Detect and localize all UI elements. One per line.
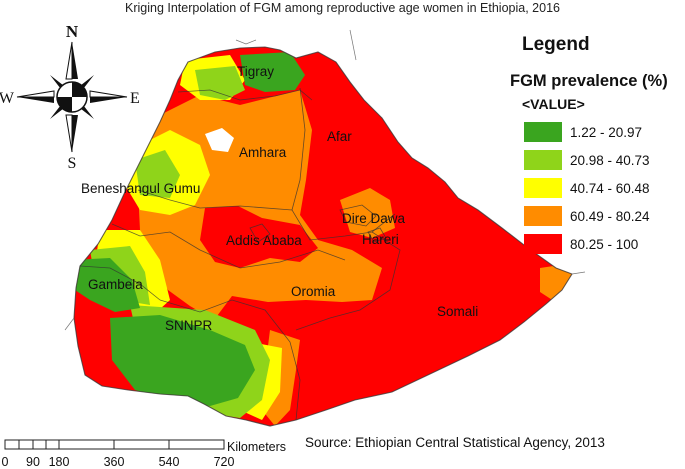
label-beneshangul: Beneshangul Gumu xyxy=(81,181,200,196)
boundary-beneshangul xyxy=(111,223,201,251)
boundary-amhara xyxy=(137,189,293,211)
legend-swatch xyxy=(524,206,562,226)
label-hareri: Hareri xyxy=(362,232,399,247)
class-surface-very-low xyxy=(110,315,255,406)
legend-swatch xyxy=(524,150,562,170)
compass-arrow-south xyxy=(65,114,73,153)
border-stub xyxy=(64,317,75,331)
country-outline xyxy=(73,46,573,427)
compass-label-south: S xyxy=(68,155,77,172)
legend-field: <VALUE> xyxy=(522,96,585,112)
legend-label: 20.98 - 40.73 xyxy=(570,152,650,168)
class-surface-low xyxy=(195,66,245,100)
label-somali: Somali xyxy=(437,304,478,319)
legend-label: 1.22 - 20.97 xyxy=(570,124,643,140)
legend-subheading: FGM prevalence (%) xyxy=(510,72,668,90)
boundary-afar xyxy=(291,87,396,241)
legend-swatch xyxy=(524,122,562,142)
class-surface-high xyxy=(340,188,395,238)
label-oromia: Oromia xyxy=(291,284,336,299)
label-tigray: Tigray xyxy=(237,64,274,79)
legend-item: 1.22 - 20.97 xyxy=(524,122,650,142)
compass-label-east: E xyxy=(130,90,140,107)
legend-item: 40.74 - 60.48 xyxy=(524,178,650,198)
scale-segment xyxy=(168,439,225,450)
scale-segment xyxy=(18,439,34,450)
legend-label: 80.25 - 100 xyxy=(570,236,639,252)
legend-label: 60.49 - 80.24 xyxy=(570,208,650,224)
label-dire-dawa: Dire Dawa xyxy=(342,211,406,226)
legend-swatch xyxy=(524,234,562,254)
compass-arrow-east xyxy=(89,90,128,98)
compass-arrow-north xyxy=(65,41,73,80)
label-snnpr: SNNPR xyxy=(165,318,213,333)
label-amhara: Amhara xyxy=(239,145,287,160)
boundary-gambela xyxy=(79,265,161,301)
border-stub xyxy=(349,29,357,61)
scale-tick-label: 360 xyxy=(103,455,125,469)
legend-label: 40.74 - 60.48 xyxy=(570,180,650,196)
scale-segment xyxy=(58,439,115,450)
legend-title: Legend xyxy=(522,34,590,55)
compass-hub xyxy=(57,97,72,112)
compass-rose-icon: N S E W xyxy=(0,22,140,172)
boundary-snnpr xyxy=(159,299,301,421)
class-surface-low xyxy=(135,150,180,198)
label-addis-ababa: Addis Ababa xyxy=(226,233,302,248)
scale-tick-label: 0 xyxy=(1,455,9,469)
lake-tana xyxy=(205,128,234,152)
boundary-addis xyxy=(249,223,271,243)
boundary-tigray xyxy=(177,89,313,101)
scale-tick-label: 540 xyxy=(158,455,180,469)
scale-tick-label: 720 xyxy=(213,455,235,469)
scale-bar xyxy=(4,439,225,450)
scale-tick-label: 90 xyxy=(26,455,40,469)
legend-item: 80.25 - 100 xyxy=(524,234,650,254)
source-note: Source: Ethiopian Central Statistical Ag… xyxy=(305,435,605,450)
legend-item: 20.98 - 40.73 xyxy=(524,150,650,170)
compass-label-west: W xyxy=(0,90,15,107)
border-stub xyxy=(571,271,586,275)
legend-swatch xyxy=(524,178,562,198)
border-stub xyxy=(235,39,257,45)
scale-segment xyxy=(45,439,60,450)
scale-unit: Kilometers xyxy=(227,440,287,454)
compass-arrow-west xyxy=(16,90,55,98)
neighbour-borders xyxy=(64,29,586,331)
compass-label-north: N xyxy=(66,22,79,41)
class-surface-very-low xyxy=(74,258,140,312)
class-surface-very-low xyxy=(240,52,305,92)
scale-segment xyxy=(32,439,47,450)
label-afar: Afar xyxy=(327,129,352,144)
boundary-somali xyxy=(295,231,401,331)
class-surface-very-high xyxy=(200,206,318,268)
compass-hub xyxy=(72,82,87,97)
boundary-oromia xyxy=(199,249,346,269)
boundary-dire-dawa xyxy=(339,204,377,227)
map-title: Kriging Interpolation of FGM among repro… xyxy=(125,1,560,15)
legend-item: 60.49 - 80.24 xyxy=(524,206,650,226)
region-boundaries xyxy=(73,46,573,427)
scale-segment xyxy=(113,439,170,450)
region-labels: Tigray Afar Amhara Beneshangul Gumu Dire… xyxy=(81,64,478,333)
scale-segment xyxy=(4,439,20,450)
boundary-hareri xyxy=(367,227,387,243)
scale-tick-label: 180 xyxy=(48,455,70,469)
legend-list: 1.22 - 20.97 20.98 - 40.73 40.74 - 60.48… xyxy=(524,122,650,262)
label-gambela: Gambela xyxy=(88,277,143,292)
